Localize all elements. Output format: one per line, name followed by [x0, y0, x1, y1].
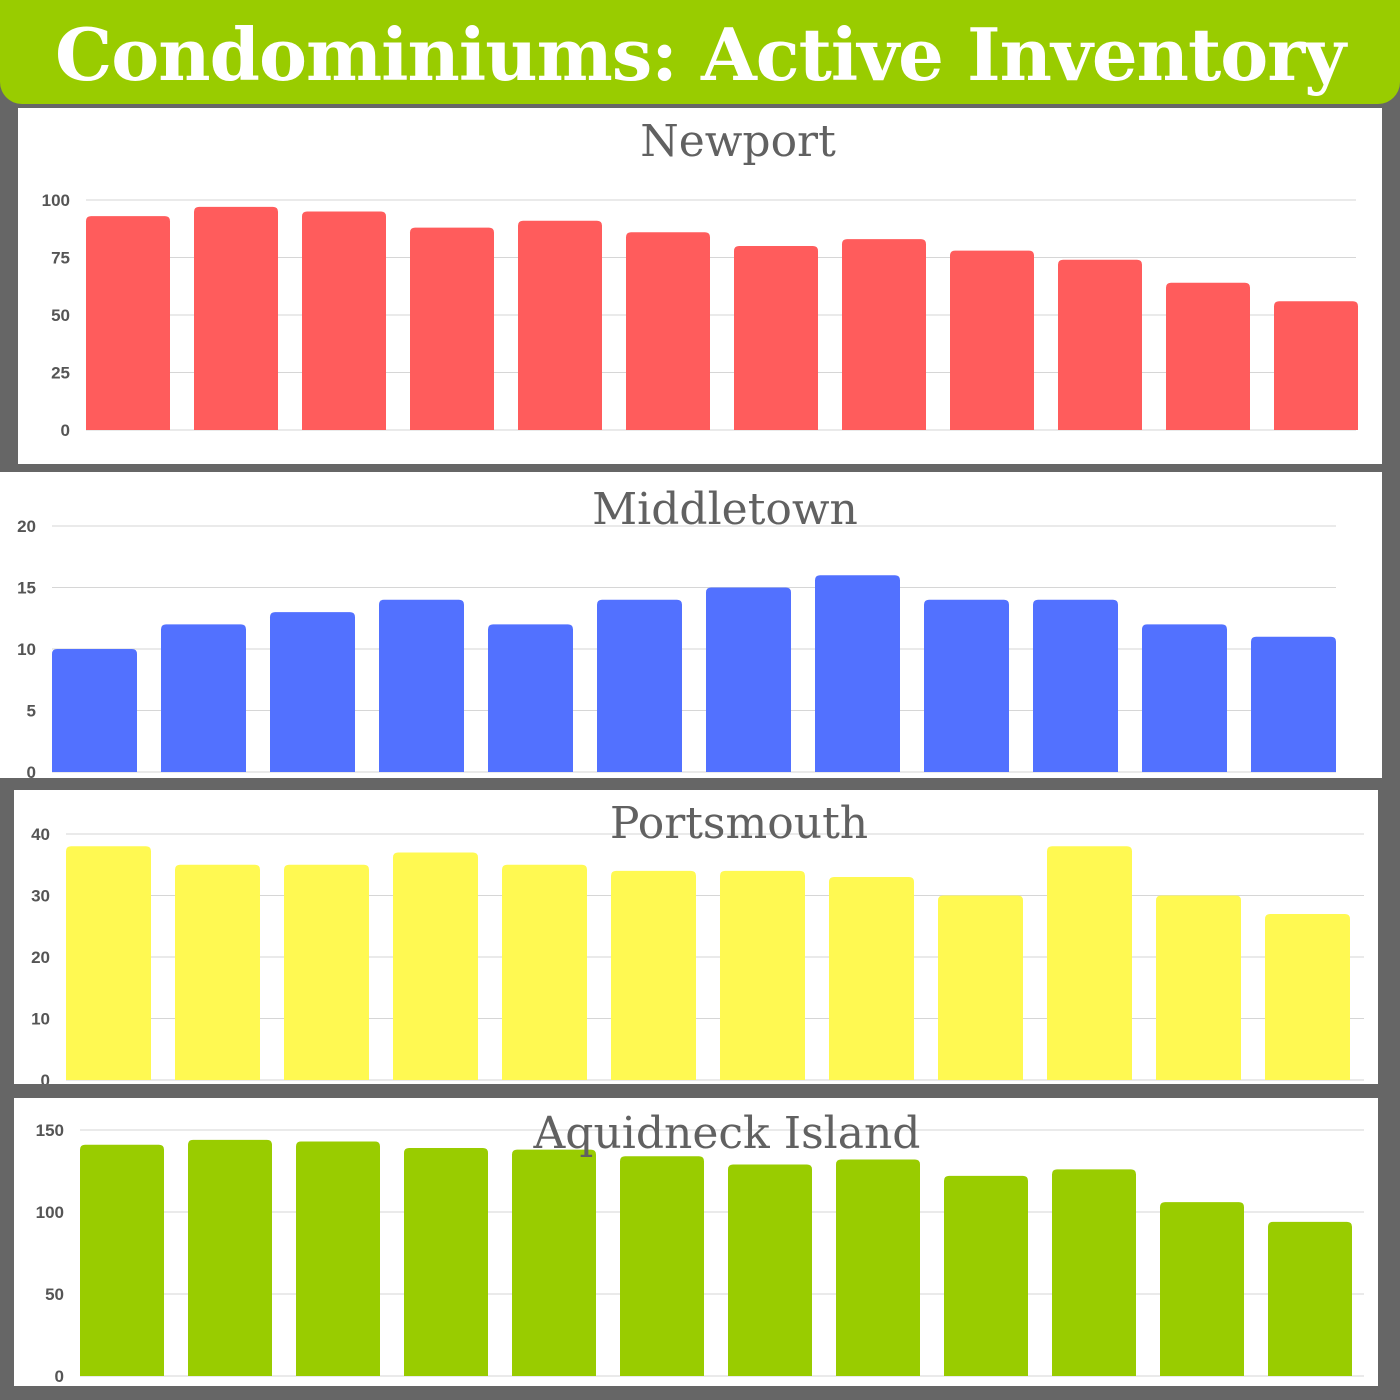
newport-bar	[950, 250, 1034, 430]
newport-bar	[410, 227, 494, 430]
middletown-bar	[815, 575, 900, 772]
middletown-chart-panel: 0 5 10 15 20 Middletown	[0, 472, 1382, 778]
portsmouth-bar	[502, 864, 587, 1080]
aquidneck-island-chart-panel: 0 50 100 150 Aquidneck Island	[14, 1098, 1378, 1386]
page-title: Condominiums: Active Inventory	[54, 12, 1346, 97]
portsmouth-chart-panel: 0 10 20 30 40 Portsmouth	[14, 790, 1378, 1084]
middletown-chart: 0 5 10 15 20 Middletown	[17, 484, 1336, 778]
aquidneck-island-bar	[1052, 1169, 1136, 1376]
portsmouth-y-tick-label: 40	[31, 825, 50, 844]
portsmouth-bar	[938, 895, 1023, 1080]
newport-bar	[1058, 259, 1142, 430]
middletown-chart-title: Middletown	[592, 484, 858, 535]
aquidneck-island-chart: 0 50 100 150 Aquidneck Island	[36, 1108, 1364, 1386]
portsmouth-y-tick-label: 0	[41, 1071, 50, 1084]
newport-chart-title: Newport	[640, 116, 836, 167]
middletown-y-tick-label: 15	[17, 579, 36, 598]
middletown-bar	[706, 587, 791, 772]
newport-chart: 0 25 50 75 100 Newport	[42, 116, 1358, 440]
newport-bar	[842, 239, 926, 430]
aquidneck-island-bar	[836, 1159, 920, 1376]
newport-bar	[626, 232, 710, 430]
portsmouth-bar	[1156, 895, 1241, 1080]
newport-bar	[518, 220, 602, 430]
aquidneck-island-y-tick-label: 50	[45, 1285, 64, 1304]
middletown-y-tick-label: 20	[17, 517, 36, 536]
newport-y-tick-label: 100	[42, 191, 70, 210]
aquidneck-island-bar	[1160, 1202, 1244, 1376]
newport-chart-panel: 0 25 50 75 100 Newport	[18, 108, 1382, 464]
middletown-bar	[1142, 624, 1227, 772]
middletown-y-tick-label: 10	[17, 640, 36, 659]
newport-bar	[1166, 282, 1250, 430]
title-banner: Condominiums: Active Inventory	[0, 0, 1400, 104]
newport-bar	[86, 216, 170, 430]
aquidneck-island-y-tick-label: 100	[36, 1203, 64, 1222]
portsmouth-bar	[829, 877, 914, 1080]
portsmouth-bar	[720, 870, 805, 1080]
portsmouth-bar	[393, 852, 478, 1080]
middletown-bar	[488, 624, 573, 772]
aquidneck-island-bar	[620, 1156, 704, 1376]
newport-bar	[194, 206, 278, 430]
middletown-bar	[1033, 599, 1118, 772]
newport-y-tick-label: 50	[51, 306, 70, 325]
middletown-y-tick-label: 5	[27, 702, 36, 721]
newport-y-tick-label: 0	[61, 421, 70, 440]
middletown-y-tick-label: 0	[27, 763, 36, 778]
newport-y-tick-label: 75	[51, 249, 70, 268]
middletown-bar	[379, 599, 464, 772]
aquidneck-island-bar	[296, 1141, 380, 1376]
aquidneck-island-chart-title: Aquidneck Island	[533, 1108, 921, 1159]
aquidneck-island-bar	[1268, 1221, 1352, 1376]
aquidneck-island-bar	[944, 1175, 1028, 1376]
aquidneck-island-bar	[80, 1144, 164, 1376]
middletown-bar	[52, 649, 137, 772]
middletown-bar	[1251, 636, 1336, 772]
aquidneck-island-bar	[188, 1139, 272, 1376]
portsmouth-chart: 0 10 20 30 40 Portsmouth	[31, 798, 1364, 1084]
middletown-bar	[924, 599, 1009, 772]
portsmouth-bar	[66, 846, 151, 1080]
middletown-bar	[270, 612, 355, 772]
portsmouth-y-tick-label: 20	[31, 948, 50, 967]
middletown-bar	[161, 624, 246, 772]
portsmouth-y-tick-label: 10	[31, 1010, 50, 1029]
aquidneck-island-bar	[404, 1148, 488, 1376]
newport-y-tick-label: 25	[51, 364, 70, 383]
portsmouth-bar	[1047, 846, 1132, 1080]
portsmouth-y-tick-label: 30	[31, 887, 50, 906]
portsmouth-bar	[175, 864, 260, 1080]
portsmouth-bar	[1265, 913, 1350, 1080]
aquidneck-island-y-tick-label: 150	[36, 1121, 64, 1140]
newport-bar	[302, 211, 386, 430]
middletown-bar	[597, 599, 682, 772]
newport-bar	[1274, 301, 1358, 430]
portsmouth-bar	[284, 864, 369, 1080]
portsmouth-chart-title: Portsmouth	[610, 798, 868, 849]
portsmouth-bar	[611, 870, 696, 1080]
aquidneck-island-y-tick-label: 0	[55, 1367, 64, 1386]
aquidneck-island-bar	[512, 1149, 596, 1376]
newport-bar	[734, 246, 818, 430]
aquidneck-island-bar	[728, 1164, 812, 1376]
